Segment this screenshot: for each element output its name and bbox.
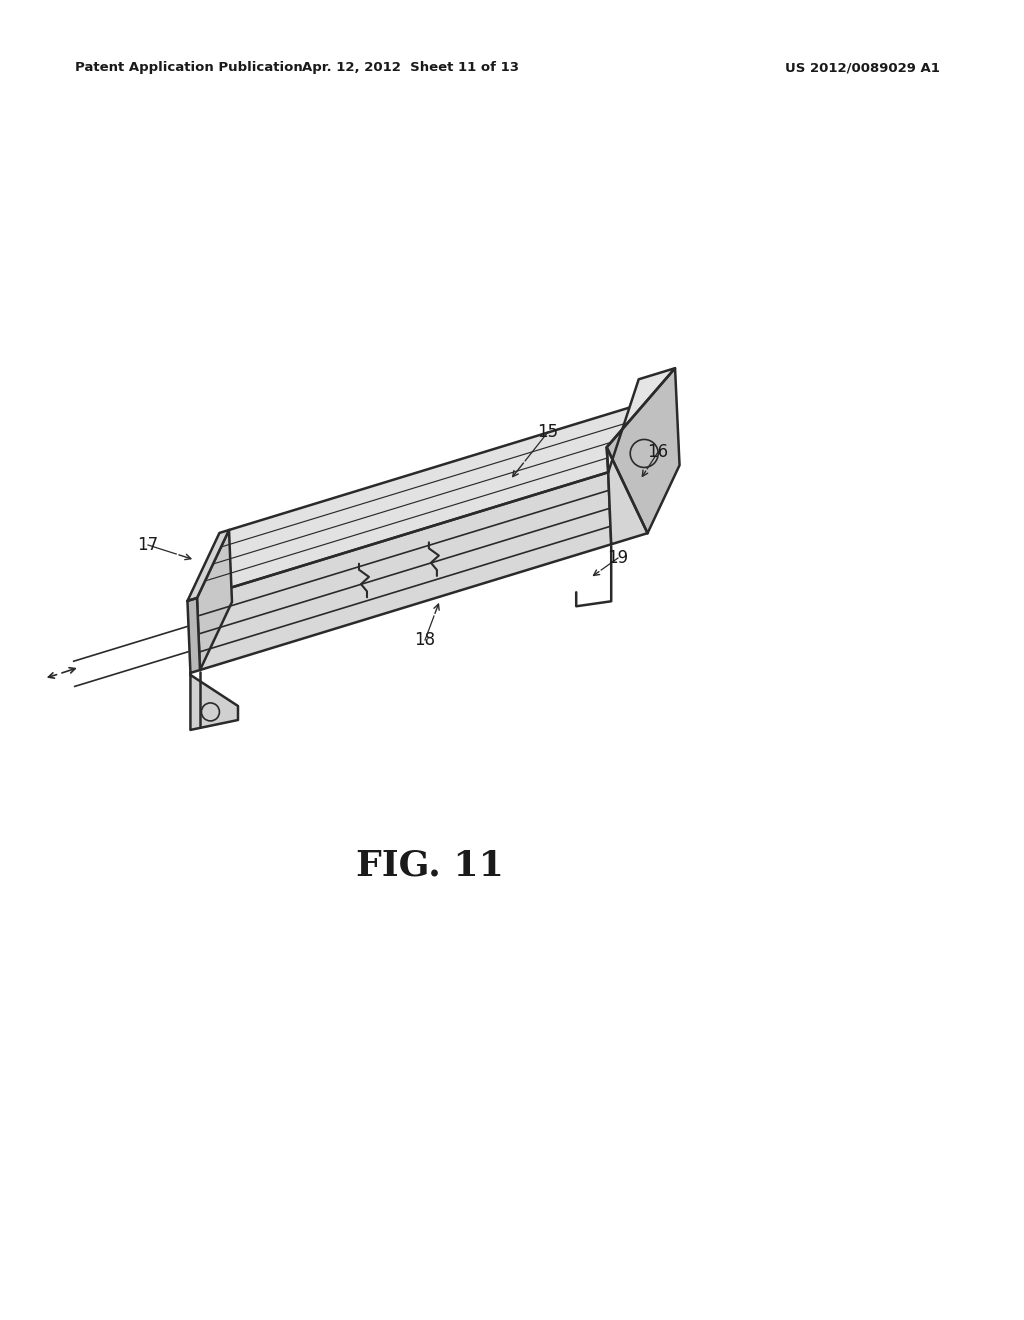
Text: 15: 15: [538, 422, 558, 441]
Polygon shape: [606, 368, 680, 533]
Polygon shape: [606, 447, 647, 544]
Polygon shape: [197, 531, 232, 671]
Text: 16: 16: [647, 444, 669, 461]
Text: 18: 18: [415, 631, 435, 649]
Polygon shape: [187, 598, 200, 673]
Polygon shape: [197, 404, 640, 598]
Polygon shape: [190, 675, 238, 730]
Text: 19: 19: [607, 549, 629, 568]
Polygon shape: [187, 531, 229, 601]
Polygon shape: [606, 368, 675, 473]
Text: 17: 17: [137, 536, 159, 554]
Text: Patent Application Publication: Patent Application Publication: [75, 62, 303, 74]
Polygon shape: [197, 473, 611, 671]
Text: FIG. 11: FIG. 11: [356, 847, 504, 882]
Text: US 2012/0089029 A1: US 2012/0089029 A1: [785, 62, 940, 74]
Text: Apr. 12, 2012  Sheet 11 of 13: Apr. 12, 2012 Sheet 11 of 13: [301, 62, 518, 74]
